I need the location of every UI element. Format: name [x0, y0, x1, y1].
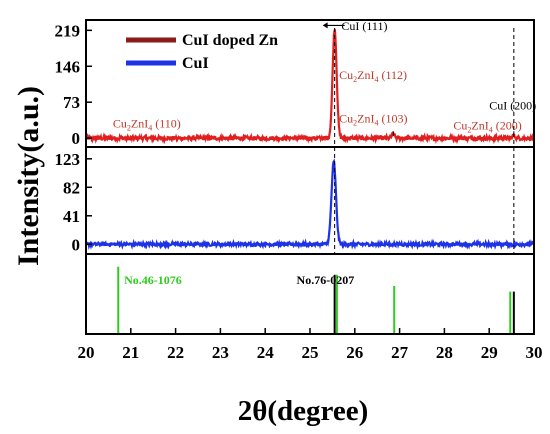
x-tick-label-3: 23 [212, 343, 229, 362]
y-tick-label-top-1: 73 [63, 93, 80, 112]
x-tick-label-0: 20 [78, 343, 95, 362]
panel-frame-2 [85, 253, 535, 335]
annotation-0: Cu2ZnI4 (110) [113, 116, 181, 132]
y-tick-label-top-3: 219 [55, 21, 81, 40]
reference-label-1: No.76-0207 [297, 273, 355, 287]
y-tick-label-middle-3: 123 [55, 150, 81, 169]
cui-111-arrowhead [322, 22, 328, 29]
panel-frame-1 [85, 146, 535, 255]
x-tick-label-5: 25 [302, 343, 319, 362]
y-tick-label-top-0: 0 [72, 129, 81, 148]
y-axis-title: Intensity(a.u.) [12, 86, 45, 266]
annotation-5: CuI (200) [489, 99, 536, 113]
x-tick-label-8: 28 [436, 343, 453, 362]
annotation-4: CuI (111) [341, 19, 387, 33]
y-tick-label-top-2: 146 [55, 57, 81, 76]
annotation-2: Cu2ZnI4 (103) [339, 111, 407, 127]
legend-label-cui-doped-zn: CuI doped Zn [182, 32, 278, 49]
chart-series [84, 29, 536, 334]
y-tick-label-middle-0: 0 [72, 235, 81, 254]
annotation-1: Cu2ZnI4 (112) [339, 68, 407, 84]
y-tick-label-middle-2: 82 [63, 178, 80, 197]
annotation-3: Cu2ZnI4 (200) [453, 118, 521, 134]
x-tick-label-1: 21 [122, 343, 139, 362]
legend-label-cui: CuI [182, 55, 209, 72]
x-tick-label-6: 26 [346, 343, 363, 362]
series-line-top-0 [84, 29, 535, 145]
chart-annotations: Cu2ZnI4 (110) Cu2ZnI4 (112) Cu2ZnI4 (103) C… [113, 19, 536, 287]
x-axis-title: 2θ(degree) [238, 395, 369, 427]
x-tick-label-4: 24 [257, 343, 275, 362]
series-line-middle-0 [84, 158, 536, 251]
x-tick-label-10: 30 [526, 343, 543, 362]
x-tick-label-9: 29 [481, 343, 498, 362]
x-tick-label-7: 27 [391, 343, 409, 362]
x-tick-label-2: 22 [167, 343, 184, 362]
legend: CuI doped Zn CuI [126, 32, 278, 72]
reference-label-0: No.46-1076 [124, 273, 182, 287]
y-tick-label-middle-1: 41 [63, 207, 80, 226]
chart-axes: 0 73 146 219 0 41 82 123 20 21 22 23 24 25 26 27 28 29 30 [55, 19, 543, 362]
